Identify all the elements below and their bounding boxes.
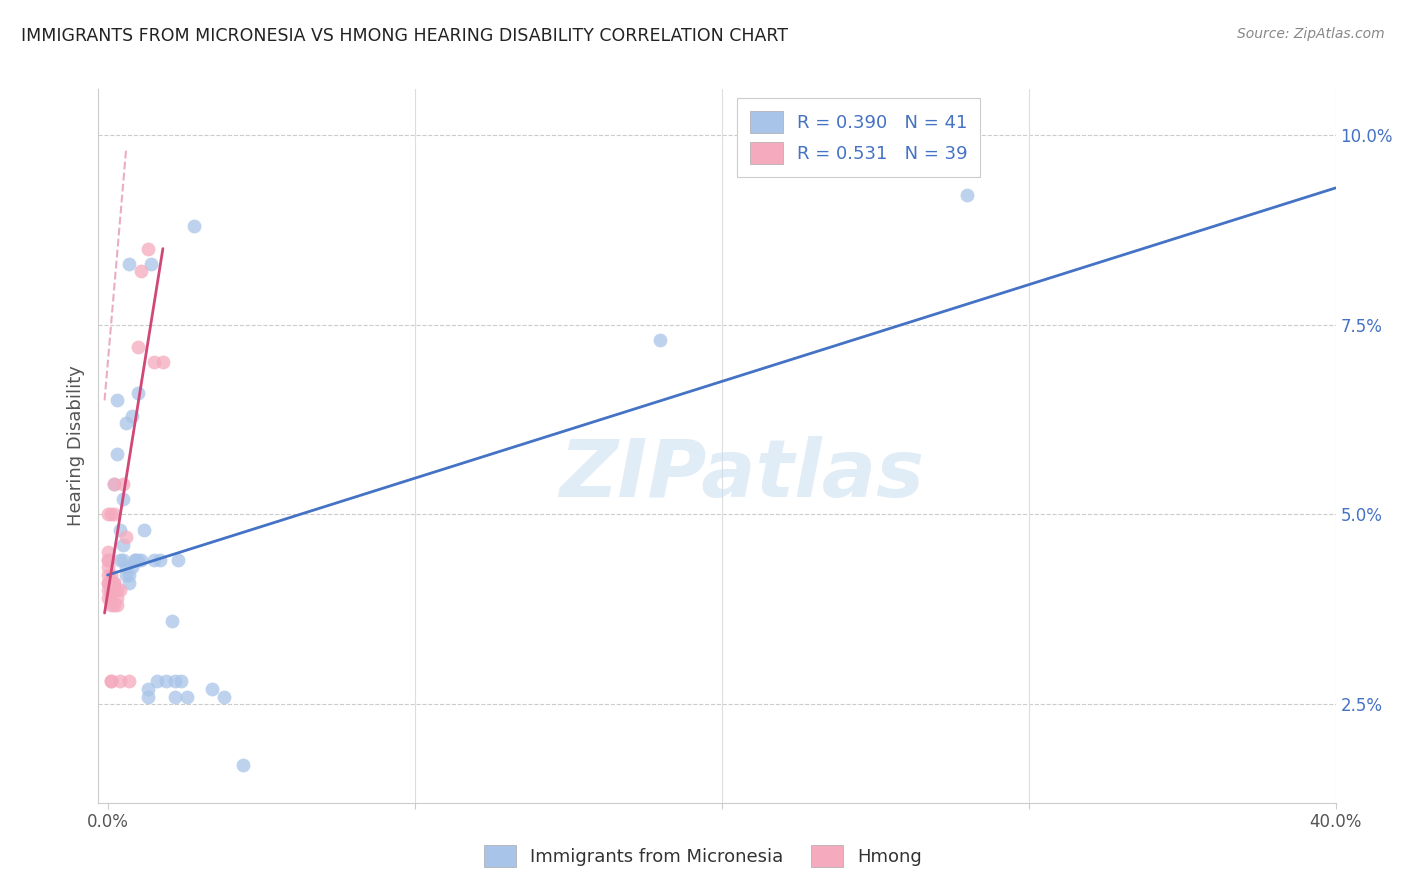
Point	[165, 674, 187, 689]
Point	[115, 416, 138, 430]
Point	[956, 188, 979, 202]
Point	[134, 523, 156, 537]
Point	[103, 477, 125, 491]
Point	[111, 492, 134, 507]
Point	[118, 257, 141, 271]
Point	[97, 508, 120, 522]
Point	[145, 674, 167, 689]
Point	[103, 508, 125, 522]
Point	[100, 568, 122, 582]
Point	[111, 538, 134, 552]
Point	[118, 674, 141, 689]
Point	[100, 599, 122, 613]
Point	[127, 340, 149, 354]
Point	[100, 508, 122, 522]
Point	[97, 553, 120, 567]
Point	[115, 530, 138, 544]
Point	[111, 477, 134, 491]
Point	[97, 545, 120, 559]
Legend: R = 0.390   N = 41, R = 0.531   N = 39: R = 0.390 N = 41, R = 0.531 N = 39	[737, 98, 980, 177]
Point	[103, 599, 125, 613]
Point	[108, 523, 131, 537]
Point	[115, 568, 138, 582]
Point	[142, 553, 165, 567]
Point	[103, 583, 125, 598]
Y-axis label: Hearing Disability: Hearing Disability	[66, 366, 84, 526]
Point	[97, 591, 120, 605]
Point	[105, 393, 128, 408]
Point	[232, 757, 254, 772]
Point	[118, 575, 141, 590]
Point	[131, 264, 153, 278]
Point	[105, 599, 128, 613]
Point	[105, 591, 128, 605]
Point	[127, 385, 149, 400]
Point	[103, 575, 125, 590]
Point	[201, 681, 224, 696]
Point	[165, 690, 187, 704]
Point	[103, 575, 125, 590]
Point	[136, 242, 159, 256]
Point	[100, 575, 122, 590]
Point	[100, 583, 122, 598]
Point	[183, 219, 205, 233]
Point	[214, 690, 236, 704]
Point	[121, 409, 143, 423]
Point	[97, 575, 120, 590]
Point	[97, 583, 120, 598]
Point	[105, 583, 128, 598]
Point	[97, 560, 120, 574]
Point	[127, 553, 149, 567]
Point	[118, 568, 141, 582]
Point	[115, 560, 138, 574]
Point	[124, 553, 146, 567]
Point	[167, 553, 190, 567]
Point	[103, 477, 125, 491]
Point	[152, 355, 174, 369]
Point	[160, 614, 183, 628]
Point	[108, 553, 131, 567]
Point	[108, 583, 131, 598]
Text: ZIPatlas: ZIPatlas	[560, 435, 924, 514]
Point	[100, 575, 122, 590]
Point	[100, 591, 122, 605]
Point	[136, 690, 159, 704]
Point	[136, 681, 159, 696]
Point	[100, 583, 122, 598]
Text: IMMIGRANTS FROM MICRONESIA VS HMONG HEARING DISABILITY CORRELATION CHART: IMMIGRANTS FROM MICRONESIA VS HMONG HEAR…	[21, 27, 789, 45]
Point	[105, 447, 128, 461]
Point	[170, 674, 193, 689]
Point	[108, 674, 131, 689]
Point	[650, 333, 672, 347]
Point	[149, 553, 172, 567]
Text: Source: ZipAtlas.com: Source: ZipAtlas.com	[1237, 27, 1385, 41]
Legend: Immigrants from Micronesia, Hmong: Immigrants from Micronesia, Hmong	[477, 838, 929, 874]
Point	[176, 690, 198, 704]
Point	[100, 674, 122, 689]
Point	[100, 674, 122, 689]
Point	[139, 257, 162, 271]
Point	[97, 553, 120, 567]
Point	[142, 355, 165, 369]
Point	[121, 560, 143, 574]
Point	[111, 553, 134, 567]
Point	[124, 553, 146, 567]
Point	[97, 568, 120, 582]
Point	[97, 575, 120, 590]
Point	[131, 553, 153, 567]
Point	[155, 674, 177, 689]
